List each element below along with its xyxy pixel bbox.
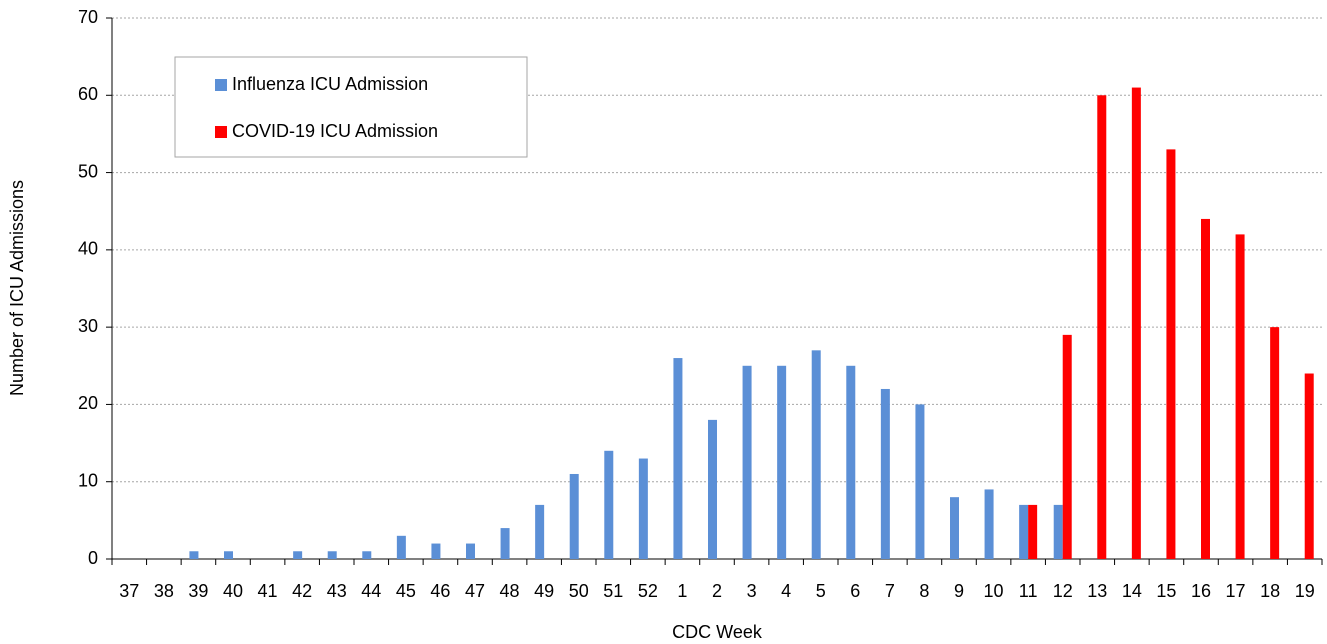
bar: [1028, 504, 1038, 559]
x-tick-label: 5: [816, 581, 826, 601]
x-tick-label: 11: [1019, 581, 1038, 601]
bar: [638, 458, 648, 559]
y-tick-label: 70: [78, 7, 98, 27]
bar: [293, 551, 303, 559]
bar: [327, 551, 337, 559]
bar: [1235, 234, 1245, 559]
bar: [1201, 218, 1210, 559]
x-tick-label: 47: [465, 581, 485, 601]
x-tick-label: 41: [258, 581, 278, 601]
y-tick-label: 10: [78, 470, 98, 490]
y-tick-label: 0: [88, 548, 98, 568]
bar: [742, 365, 752, 559]
bar: [535, 504, 545, 559]
x-tick-label: 45: [396, 581, 416, 601]
bar: [500, 528, 510, 559]
y-tick-label: 60: [78, 84, 98, 104]
bar: [466, 543, 475, 559]
x-tick-label: 40: [223, 581, 243, 601]
legend-swatch: [215, 126, 227, 138]
legend-box: [174, 56, 528, 158]
x-tick-label: 43: [327, 581, 347, 601]
x-tick-label: 12: [1053, 581, 1073, 601]
bar: [915, 404, 925, 559]
bar: [569, 473, 579, 559]
bar: [362, 551, 372, 559]
bar: [189, 551, 199, 559]
x-tick-label: 48: [500, 581, 520, 601]
bar: [984, 489, 994, 559]
x-tick-label: 49: [534, 581, 554, 601]
y-axis-title: Number of ICU Admissions: [7, 180, 27, 396]
bar: [1166, 149, 1176, 559]
bar: [1097, 95, 1107, 560]
bar: [1053, 504, 1063, 559]
x-tick-label: 52: [638, 581, 658, 601]
bar: [431, 543, 441, 559]
bar: [1131, 87, 1141, 560]
legend-label: Influenza ICU Admission: [232, 74, 428, 94]
bar: [708, 419, 717, 559]
x-tick-label: 16: [1191, 581, 1211, 601]
x-tick-label: 2: [712, 581, 722, 601]
bar: [1270, 327, 1280, 559]
x-tick-label: 19: [1295, 581, 1315, 601]
x-tick-label: 50: [569, 581, 589, 601]
bar: [811, 350, 821, 559]
bar: [396, 535, 406, 559]
y-tick-label: 20: [78, 393, 98, 413]
y-tick-label: 30: [78, 316, 98, 336]
x-tick-label: 8: [919, 581, 929, 601]
bar: [950, 497, 959, 559]
x-axis-title: CDC Week: [672, 622, 763, 642]
bar: [777, 365, 787, 559]
x-tick-label: 13: [1087, 581, 1107, 601]
bar: [673, 358, 683, 559]
x-tick-label: 9: [954, 581, 964, 601]
legend-label: COVID-19 ICU Admission: [232, 121, 438, 141]
x-tick-label: 10: [984, 581, 1004, 601]
legend-swatch: [215, 79, 227, 91]
x-tick-label: 38: [154, 581, 174, 601]
bar: [1019, 504, 1029, 559]
x-tick-label: 7: [885, 581, 895, 601]
x-tick-label: 14: [1122, 581, 1142, 601]
x-tick-label: 39: [188, 581, 208, 601]
x-tick-label: 6: [850, 581, 860, 601]
y-tick-label: 40: [78, 239, 98, 259]
bar: [1304, 373, 1314, 559]
x-tick-label: 4: [781, 581, 791, 601]
x-tick-label: 17: [1226, 581, 1246, 601]
x-tick-label: 1: [677, 581, 687, 601]
bar: [604, 450, 614, 559]
bar: [224, 551, 233, 559]
bar: [880, 388, 890, 559]
x-tick-label: 44: [361, 581, 381, 601]
x-tick-label: 15: [1156, 581, 1176, 601]
bar: [846, 365, 856, 559]
bar: [1062, 334, 1072, 559]
x-tick-label: 18: [1260, 581, 1280, 601]
x-tick-label: 46: [430, 581, 450, 601]
x-tick-label: 42: [292, 581, 312, 601]
x-tick-label: 37: [119, 581, 139, 601]
x-tick-label: 51: [603, 581, 623, 601]
x-tick-label: 3: [747, 581, 757, 601]
y-tick-label: 50: [78, 161, 98, 181]
